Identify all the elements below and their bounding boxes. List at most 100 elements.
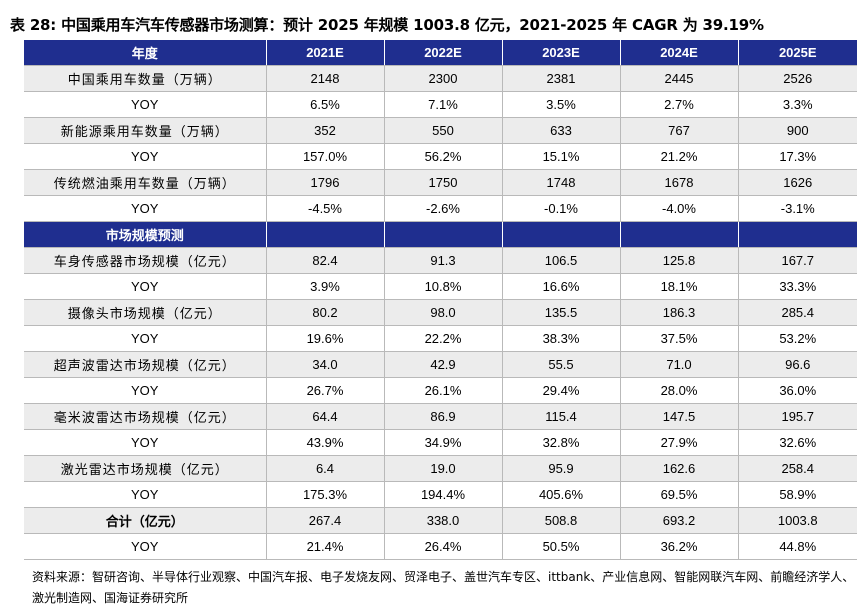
- value-cell: 17.3%: [737, 143, 857, 170]
- yoy-label: YOY: [24, 91, 266, 118]
- value-cell: 19.0: [383, 455, 502, 482]
- value-cell: 55.5: [501, 351, 620, 378]
- header-year: 2022E: [383, 40, 502, 66]
- value-cell: 50.5%: [501, 533, 620, 560]
- value-cell: 96.6: [737, 351, 857, 378]
- value-cell: 44.8%: [737, 533, 857, 560]
- value-cell: 405.6%: [501, 481, 620, 508]
- value-cell: 352: [265, 117, 384, 144]
- value-cell: 91.3: [383, 247, 502, 274]
- value-cell: 147.5: [619, 403, 738, 430]
- value-cell: 167.7: [737, 247, 857, 274]
- value-cell: 2445: [619, 65, 738, 92]
- value-cell: 1750: [383, 169, 502, 196]
- value-cell: 3.9%: [265, 273, 384, 300]
- value-cell: 267.4: [265, 507, 384, 534]
- value-cell: 767: [619, 117, 738, 144]
- value-cell: -4.0%: [619, 195, 738, 222]
- value-cell: 285.4: [737, 299, 857, 326]
- value-cell: 42.9: [383, 351, 502, 378]
- value-cell: 53.2%: [737, 325, 857, 352]
- value-cell: 125.8: [619, 247, 738, 274]
- value-cell: 2381: [501, 65, 620, 92]
- value-cell: 135.5: [501, 299, 620, 326]
- value-cell: 2526: [737, 65, 857, 92]
- value-cell: -4.5%: [265, 195, 384, 222]
- value-cell: 2.7%: [619, 91, 738, 118]
- row-label: 毫米波雷达市场规模（亿元）: [24, 403, 266, 430]
- yoy-label: YOY: [24, 481, 266, 508]
- value-cell: 64.4: [265, 403, 384, 430]
- yoy-label: YOY: [24, 325, 266, 352]
- value-cell: 1748: [501, 169, 620, 196]
- sensor-market-table: 年度 2021E 2022E 2023E 2024E 2025E 中国乘用车数量…: [24, 40, 857, 560]
- value-cell: 338.0: [383, 507, 502, 534]
- market-size-section: 车身传感器市场规模（亿元） 82.4 91.3 106.5 125.8 167.7 YOY 3…: [24, 247, 857, 560]
- value-cell: 1626: [737, 169, 857, 196]
- value-cell: 115.4: [501, 403, 620, 430]
- value-cell: 633: [501, 117, 620, 144]
- value-cell: 6.5%: [265, 91, 384, 118]
- value-cell: 58.9%: [737, 481, 857, 508]
- yoy-label: YOY: [24, 143, 266, 170]
- value-cell: 1796: [265, 169, 384, 196]
- header-year: 2025E: [737, 40, 857, 66]
- vehicle-volume-section: 中国乘用车数量（万辆） 2148 2300 2381 2445 2526 YOY 6.5% 7.…: [24, 65, 857, 222]
- yoy-label: YOY: [24, 377, 266, 404]
- table-title: 表 28: 中国乘用车汽车传感器市场测算：预计 2025 年规模 1003.8 …: [10, 16, 764, 34]
- header-year: 2023E: [501, 40, 620, 66]
- table-row: 合计（亿元） 267.4 338.0 508.8 693.2 1003.8: [24, 507, 857, 534]
- table-row: YOY 3.9% 10.8% 16.6% 18.1% 33.3%: [24, 273, 857, 300]
- table-row: 车身传感器市场规模（亿元） 82.4 91.3 106.5 125.8 167.7: [24, 247, 857, 274]
- value-cell: 34.9%: [383, 429, 502, 456]
- table-row: 毫米波雷达市场规模（亿元） 64.4 86.9 115.4 147.5 195.7: [24, 403, 857, 430]
- value-cell: 10.8%: [383, 273, 502, 300]
- value-cell: 1678: [619, 169, 738, 196]
- table-row: YOY 19.6% 22.2% 38.3% 37.5% 53.2%: [24, 325, 857, 352]
- value-cell: 82.4: [265, 247, 384, 274]
- value-cell: 80.2: [265, 299, 384, 326]
- row-label: 合计（亿元）: [24, 507, 266, 534]
- value-cell: 1003.8: [737, 507, 857, 534]
- row-label: 新能源乘用车数量（万辆）: [24, 117, 266, 144]
- value-cell: 550: [383, 117, 502, 144]
- row-label: 激光雷达市场规模（亿元）: [24, 455, 266, 482]
- value-cell: 106.5: [501, 247, 620, 274]
- table-row: YOY 6.5% 7.1% 3.5% 2.7% 3.3%: [24, 91, 857, 118]
- value-cell: 16.6%: [501, 273, 620, 300]
- value-cell: 86.9: [383, 403, 502, 430]
- section-header-row: 市场规模预测: [24, 221, 857, 248]
- value-cell: 37.5%: [619, 325, 738, 352]
- value-cell: 26.1%: [383, 377, 502, 404]
- value-cell: 26.7%: [265, 377, 384, 404]
- value-cell: 900: [737, 117, 857, 144]
- value-cell: 32.8%: [501, 429, 620, 456]
- value-cell: 32.6%: [737, 429, 857, 456]
- value-cell: 195.7: [737, 403, 857, 430]
- value-cell: 43.9%: [265, 429, 384, 456]
- table-row: 超声波雷达市场规模（亿元） 34.0 42.9 55.5 71.0 96.6: [24, 351, 857, 378]
- value-cell: 194.4%: [383, 481, 502, 508]
- value-cell: 34.0: [265, 351, 384, 378]
- header-row: 年度 2021E 2022E 2023E 2024E 2025E: [24, 40, 857, 66]
- value-cell: 22.2%: [383, 325, 502, 352]
- table-row: 传统燃油乘用车数量（万辆） 1796 1750 1748 1678 1626: [24, 169, 857, 196]
- table-row: YOY 43.9% 34.9% 32.8% 27.9% 32.6%: [24, 429, 857, 456]
- table-row: YOY 26.7% 26.1% 29.4% 28.0% 36.0%: [24, 377, 857, 404]
- value-cell: -0.1%: [501, 195, 620, 222]
- value-cell: 27.9%: [619, 429, 738, 456]
- header-year-label: 年度: [24, 40, 266, 66]
- table-row: 激光雷达市场规模（亿元） 6.4 19.0 95.9 162.6 258.4: [24, 455, 857, 482]
- header-year: 2021E: [265, 40, 384, 66]
- table-row: 中国乘用车数量（万辆） 2148 2300 2381 2445 2526: [24, 65, 857, 92]
- header-year: 2024E: [619, 40, 738, 66]
- table-row: 新能源乘用车数量（万辆） 352 550 633 767 900: [24, 117, 857, 144]
- row-label: 超声波雷达市场规模（亿元）: [24, 351, 266, 378]
- table-row: YOY -4.5% -2.6% -0.1% -4.0% -3.1%: [24, 195, 857, 222]
- value-cell: 69.5%: [619, 481, 738, 508]
- value-cell: 38.3%: [501, 325, 620, 352]
- value-cell: 36.2%: [619, 533, 738, 560]
- row-label: 传统燃油乘用车数量（万辆）: [24, 169, 266, 196]
- value-cell: 186.3: [619, 299, 738, 326]
- value-cell: 2300: [383, 65, 502, 92]
